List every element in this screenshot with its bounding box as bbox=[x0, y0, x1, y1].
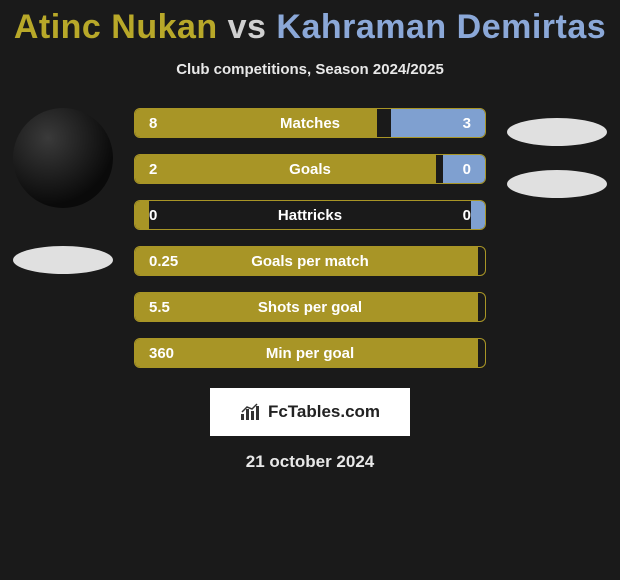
player2-badge-2 bbox=[507, 170, 607, 198]
stat-row: 360Min per goal bbox=[134, 338, 486, 368]
subtitle: Club competitions, Season 2024/2025 bbox=[0, 61, 620, 78]
stat-label: Shots per goal bbox=[225, 299, 395, 316]
stat-row: 5.5Shots per goal bbox=[134, 292, 486, 322]
player1-name: Atinc Nukan bbox=[14, 8, 218, 46]
stat-value-left: 2 bbox=[135, 161, 225, 178]
stat-label: Goals per match bbox=[225, 253, 395, 270]
brand-text: FcTables.com bbox=[268, 402, 380, 422]
brand-chart-icon bbox=[240, 403, 262, 421]
stat-value-left: 0 bbox=[135, 207, 225, 224]
date-label: 21 october 2024 bbox=[0, 452, 620, 472]
player2-badge-1 bbox=[507, 118, 607, 146]
stat-value-left: 0.25 bbox=[135, 253, 225, 270]
stats-bars: 8Matches32Goals00Hattricks00.25Goals per… bbox=[118, 108, 502, 384]
stat-value-left: 5.5 bbox=[135, 299, 225, 316]
stat-label: Hattricks bbox=[225, 207, 395, 224]
player1-avatar bbox=[13, 108, 113, 208]
stat-row: 2Goals0 bbox=[134, 154, 486, 184]
stat-value-right: 0 bbox=[395, 207, 485, 224]
player2-name: Kahraman Demirtas bbox=[276, 8, 606, 46]
stat-label: Matches bbox=[225, 115, 395, 132]
player1-club-badge bbox=[13, 246, 113, 274]
stat-value-right: 3 bbox=[395, 115, 485, 132]
comparison-body: 8Matches32Goals00Hattricks00.25Goals per… bbox=[0, 108, 620, 384]
player1-column bbox=[8, 108, 118, 274]
stat-label: Min per goal bbox=[225, 345, 395, 362]
brand-box[interactable]: FcTables.com bbox=[210, 388, 410, 436]
stat-value-right: 0 bbox=[395, 161, 485, 178]
stat-label: Goals bbox=[225, 161, 395, 178]
stat-row: 0.25Goals per match bbox=[134, 246, 486, 276]
stat-row: 8Matches3 bbox=[134, 108, 486, 138]
stat-value-left: 360 bbox=[135, 345, 225, 362]
stat-row: 0Hattricks0 bbox=[134, 200, 486, 230]
stat-value-left: 8 bbox=[135, 115, 225, 132]
comparison-title: Atinc Nukan vs Kahraman Demirtas bbox=[0, 8, 620, 47]
vs-label: vs bbox=[228, 8, 267, 46]
